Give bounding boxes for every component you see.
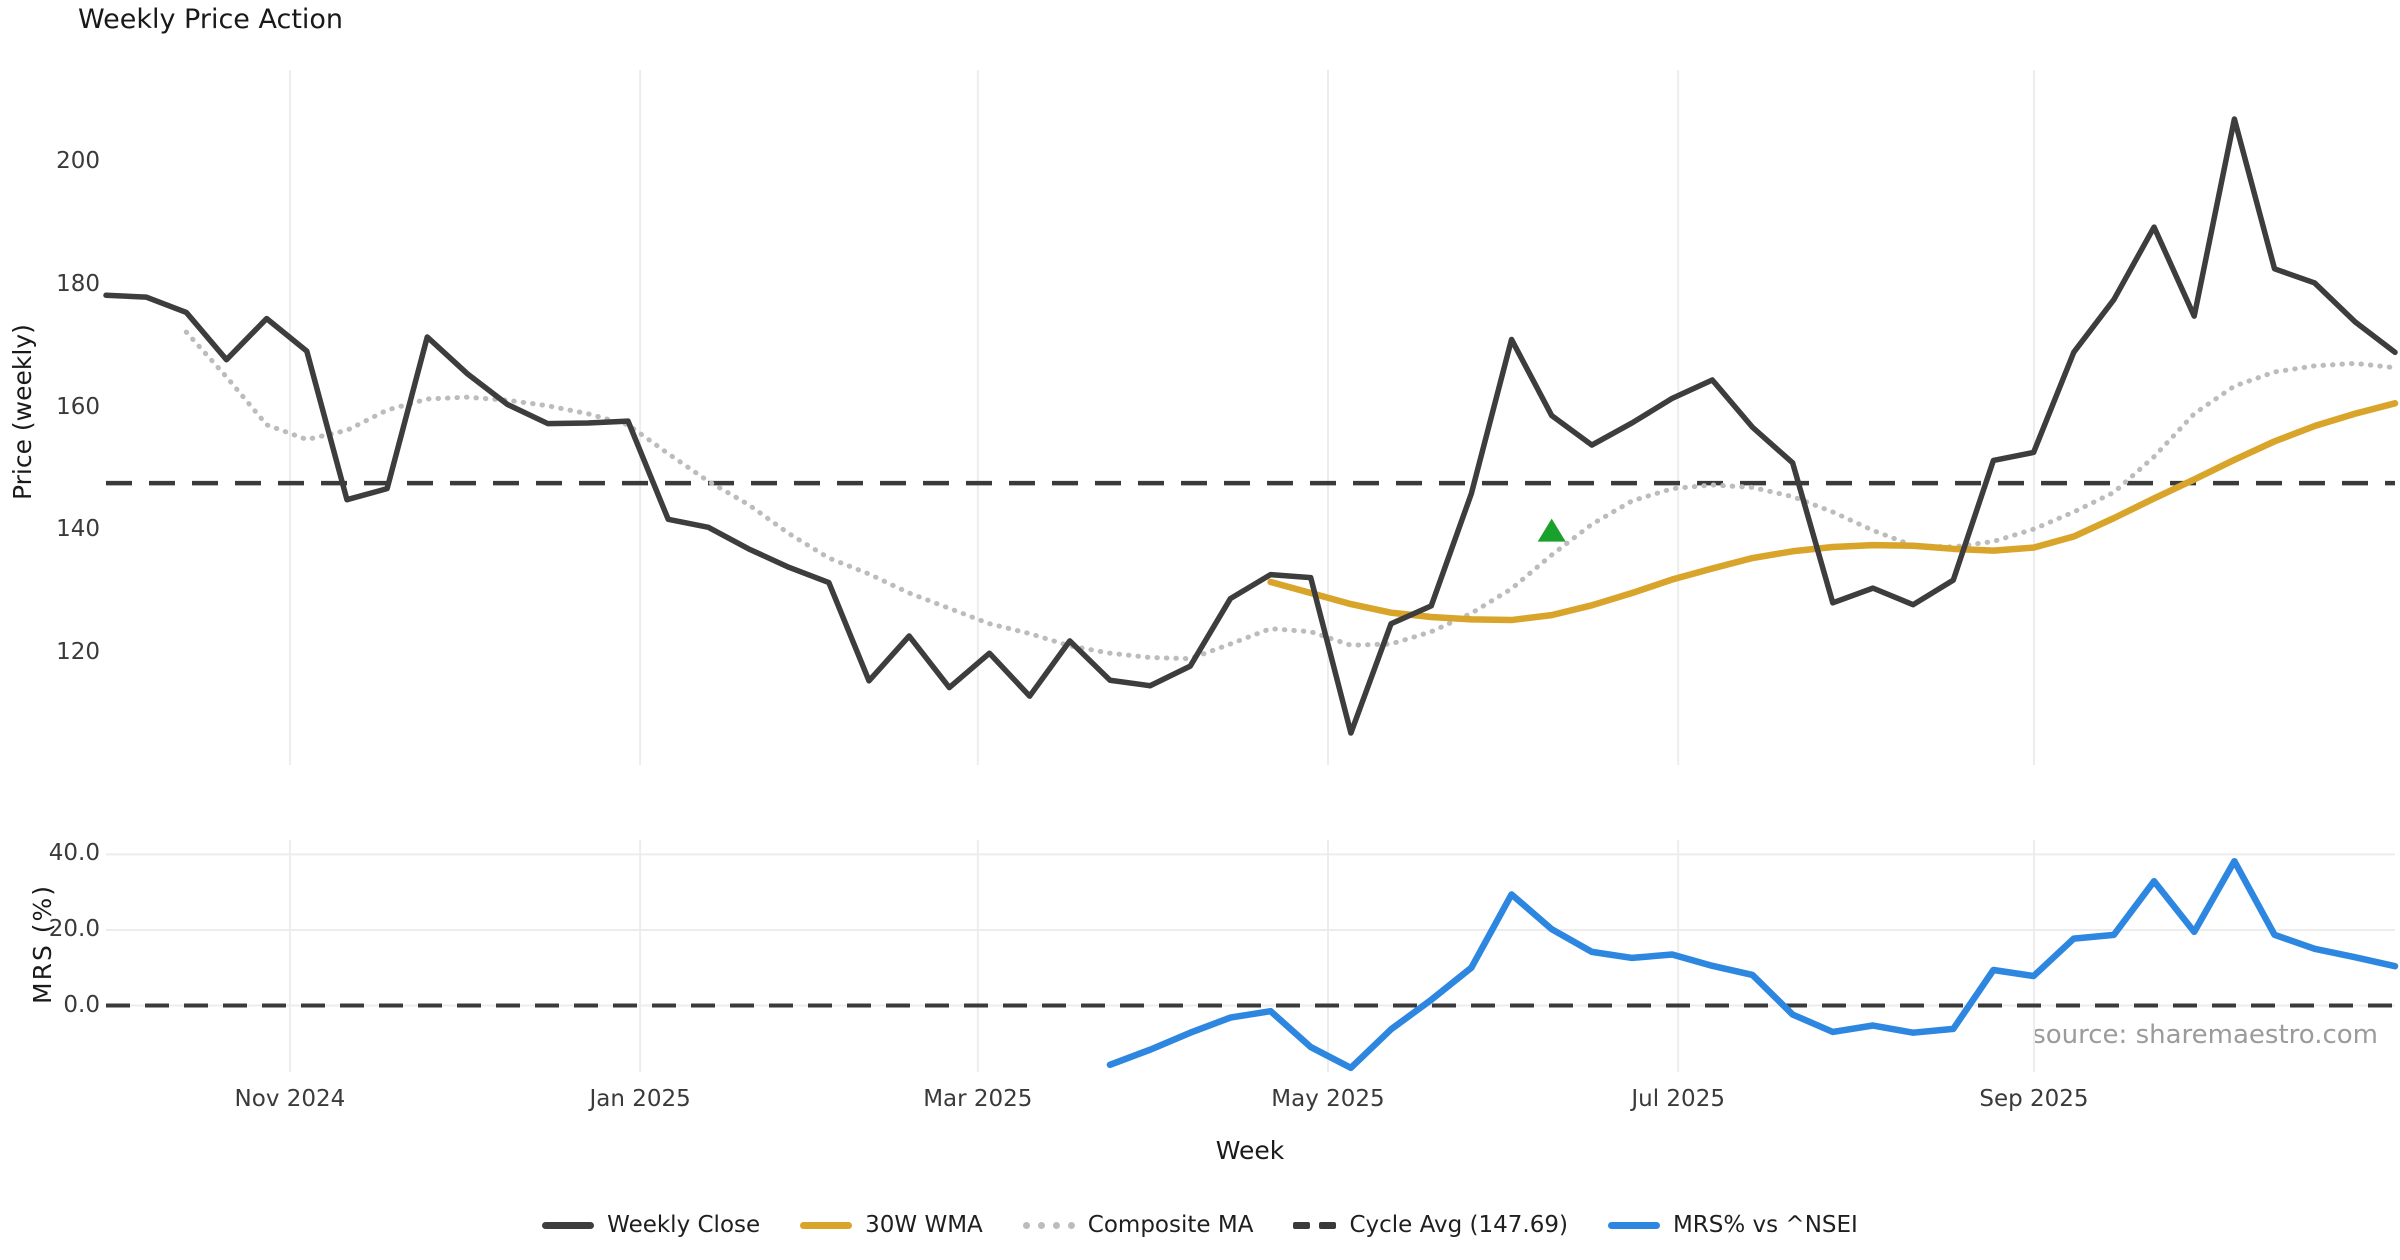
legend-item-cycle-avg: Cycle Avg (147.69) bbox=[1293, 1212, 1568, 1238]
weekly-close-line bbox=[103, 116, 2398, 736]
mrs-line bbox=[1106, 857, 2399, 1072]
cycle-avg-dashed-swatch-icon bbox=[1293, 1221, 1337, 1229]
x-tick-label: Nov 2024 bbox=[234, 1086, 346, 1112]
mrs-y-tick-label: 0.0 bbox=[63, 991, 100, 1018]
composite-ma-dotted-swatch-icon bbox=[1022, 1221, 1075, 1229]
legend: Weekly Close 30W WMA Composite MA Cycle … bbox=[0, 1212, 2400, 1238]
weekly-close-line-swatch-icon bbox=[542, 1221, 595, 1229]
x-tick-label: May 2025 bbox=[1271, 1086, 1385, 1112]
page-title: Weekly Price Action bbox=[78, 4, 344, 35]
x-tick-label: Sep 2025 bbox=[1979, 1086, 2089, 1112]
legend-item-composite-ma: Composite MA bbox=[1022, 1212, 1254, 1238]
x-tick-label: Jan 2025 bbox=[589, 1086, 691, 1112]
mrs-y-tick-label: 20.0 bbox=[48, 915, 100, 942]
source-note: source: sharemaestro.com bbox=[2032, 1020, 2378, 1050]
x-tick-label: Mar 2025 bbox=[923, 1086, 1033, 1112]
price-y-tick-label: 180 bbox=[56, 270, 100, 297]
legend-label: 30W WMA bbox=[865, 1212, 983, 1238]
legend-label: Weekly Close bbox=[607, 1212, 761, 1238]
price-y-tick-label: 200 bbox=[56, 148, 100, 174]
x-tick-label: Jul 2025 bbox=[1631, 1086, 1725, 1112]
wma-line bbox=[1267, 400, 2399, 624]
wma-line-swatch-icon bbox=[800, 1221, 853, 1229]
x-axis-label: Week bbox=[1215, 1136, 1285, 1165]
legend-label: Cycle Avg (147.69) bbox=[1349, 1212, 1568, 1238]
legend-label: MRS% vs ^NSEI bbox=[1672, 1212, 1858, 1238]
price-y-tick-label: 120 bbox=[56, 639, 100, 666]
mrs-y-tick-label: 40.0 bbox=[48, 840, 100, 867]
legend-item-mrs: MRS% vs ^NSEI bbox=[1607, 1212, 1858, 1238]
legend-label: Composite MA bbox=[1087, 1212, 1254, 1238]
mrs-line-swatch-icon bbox=[1607, 1221, 1660, 1229]
legend-item-weekly-close: Weekly Close bbox=[542, 1212, 760, 1238]
signal-triangle-marker-icon bbox=[1537, 518, 1566, 542]
price-y-tick-label: 140 bbox=[56, 516, 100, 543]
price-y-tick-label: 160 bbox=[56, 393, 100, 420]
legend-item-30w-wma: 30W WMA bbox=[800, 1212, 983, 1238]
